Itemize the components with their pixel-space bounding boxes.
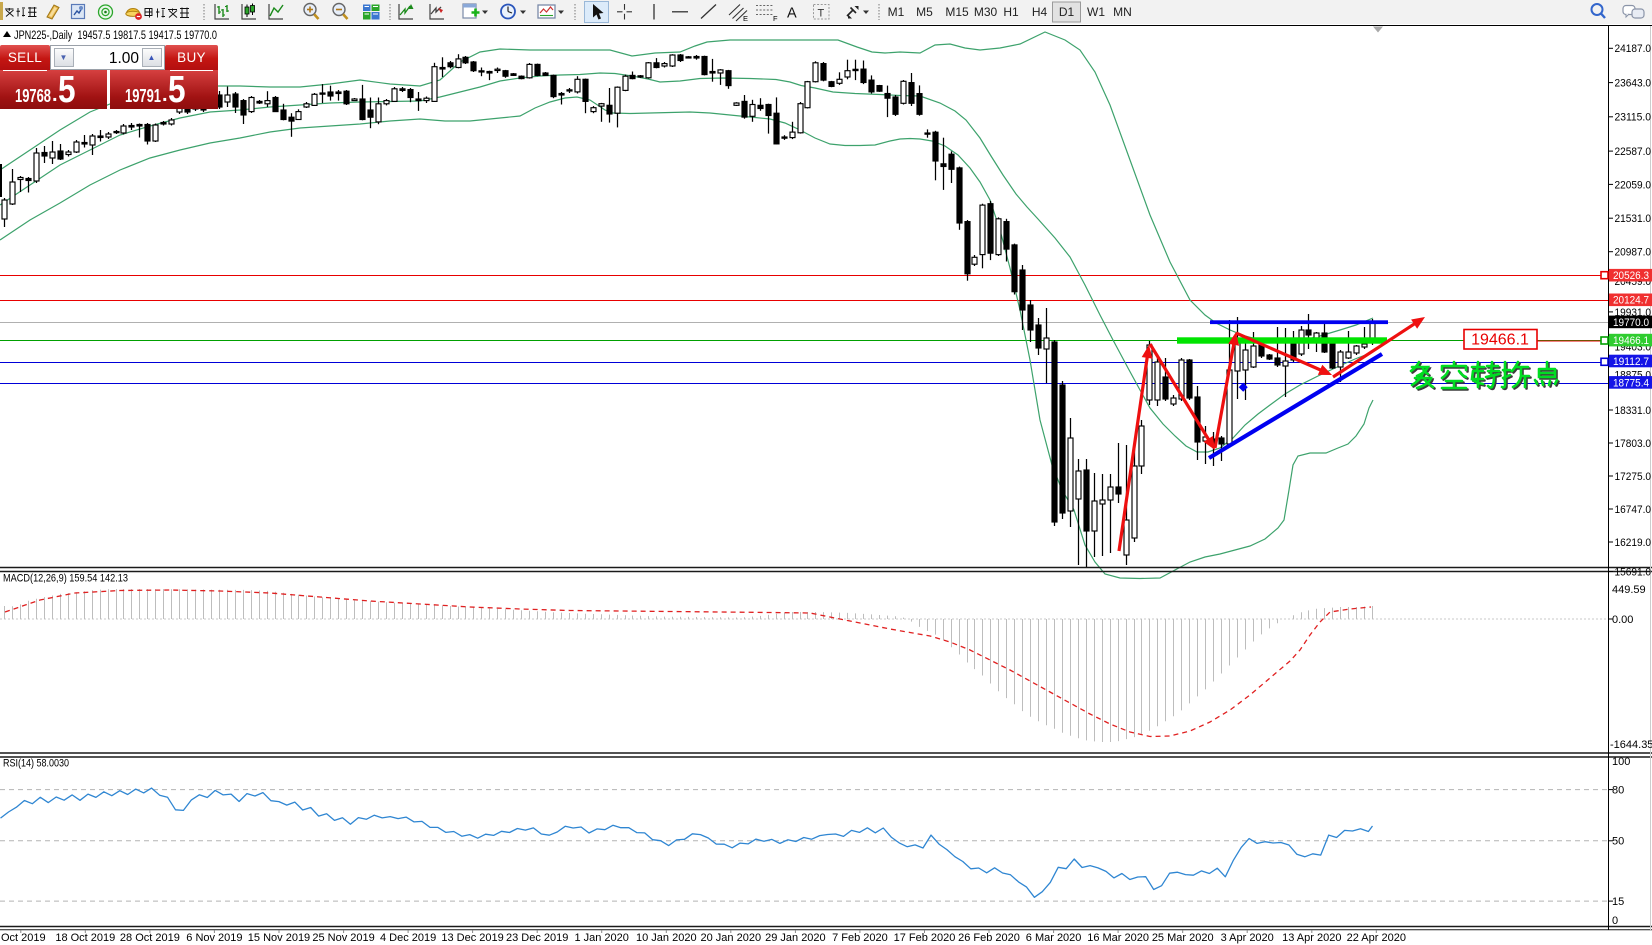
svg-text:23 Dec 2019: 23 Dec 2019	[506, 932, 568, 944]
svg-text:RSI(14) 58.0030: RSI(14) 58.0030	[3, 758, 69, 770]
svg-text:0.00: 0.00	[1612, 614, 1633, 626]
svg-text:24187.0: 24187.0	[1615, 43, 1652, 55]
svg-text:20124.7: 20124.7	[1613, 295, 1649, 307]
svg-text:22059.0: 22059.0	[1615, 179, 1652, 191]
svg-text:6 Nov 2019: 6 Nov 2019	[186, 932, 242, 944]
svg-text:D1: D1	[1059, 5, 1075, 19]
svg-text:W1: W1	[1087, 5, 1105, 19]
svg-text:449.59: 449.59	[1612, 584, 1646, 596]
svg-text:-1644.35: -1644.35	[1610, 739, 1652, 751]
svg-text:15: 15	[1612, 896, 1624, 908]
svg-text:4 Dec 2019: 4 Dec 2019	[380, 932, 436, 944]
svg-text:F: F	[773, 14, 778, 23]
svg-text:16 Mar 2020: 16 Mar 2020	[1087, 932, 1149, 944]
svg-text:20 Jan 2020: 20 Jan 2020	[701, 932, 762, 944]
svg-text:Oct 2019: Oct 2019	[1, 932, 46, 944]
svg-text:25 Nov 2019: 25 Nov 2019	[312, 932, 374, 944]
svg-text:20526.3: 20526.3	[1613, 270, 1649, 282]
svg-text:23643.0: 23643.0	[1615, 78, 1652, 90]
svg-text:50: 50	[1612, 836, 1624, 848]
svg-text:13 Dec 2019: 13 Dec 2019	[441, 932, 503, 944]
svg-text:80: 80	[1612, 784, 1624, 796]
svg-text:10 Jan 2020: 10 Jan 2020	[636, 932, 697, 944]
svg-text:M5: M5	[916, 5, 933, 19]
svg-text:20987.0: 20987.0	[1615, 247, 1652, 259]
svg-text:18775.4: 18775.4	[1613, 377, 1649, 389]
svg-text:29 Jan 2020: 29 Jan 2020	[765, 932, 826, 944]
svg-text:18 Oct 2019: 18 Oct 2019	[55, 932, 115, 944]
svg-text:0: 0	[1612, 915, 1618, 927]
svg-text:19770.0: 19770.0	[1613, 317, 1649, 329]
svg-text:1 Jan 2020: 1 Jan 2020	[574, 932, 628, 944]
svg-text:13 Apr 2020: 13 Apr 2020	[1282, 932, 1341, 944]
svg-text:19466.1: 19466.1	[1471, 332, 1529, 349]
svg-text:26 Feb 2020: 26 Feb 2020	[958, 932, 1020, 944]
svg-text:17803.0: 17803.0	[1615, 438, 1652, 450]
svg-text:17275.0: 17275.0	[1615, 471, 1652, 483]
svg-text:T: T	[818, 8, 825, 20]
svg-text:H4: H4	[1032, 5, 1048, 19]
svg-text:17 Feb 2020: 17 Feb 2020	[894, 932, 956, 944]
svg-text:M1: M1	[888, 5, 905, 19]
svg-text:H1: H1	[1003, 5, 1019, 19]
svg-text:JPN225-,Daily 19457.5 19817.5: JPN225-,Daily 19457.5 19817.5 19417.5 19…	[14, 28, 217, 42]
svg-text:22 Apr 2020: 22 Apr 2020	[1347, 932, 1406, 944]
svg-text:21531.0: 21531.0	[1615, 213, 1652, 225]
svg-text:M15: M15	[945, 5, 969, 19]
svg-text:22587.0: 22587.0	[1615, 146, 1652, 158]
svg-text:16747.0: 16747.0	[1615, 504, 1652, 516]
svg-text:25 Mar 2020: 25 Mar 2020	[1152, 932, 1214, 944]
svg-text:M30: M30	[974, 5, 998, 19]
svg-text:A: A	[787, 6, 797, 22]
svg-text:15 Nov 2019: 15 Nov 2019	[248, 932, 310, 944]
svg-text:28 Oct 2019: 28 Oct 2019	[120, 932, 180, 944]
svg-text:16219.0: 16219.0	[1615, 537, 1652, 549]
svg-text:19112.7: 19112.7	[1613, 356, 1649, 368]
svg-text:100: 100	[1612, 756, 1630, 768]
svg-text:3 Apr 2020: 3 Apr 2020	[1221, 932, 1274, 944]
svg-text:23115.0: 23115.0	[1615, 112, 1652, 124]
svg-text:MN: MN	[1113, 5, 1132, 19]
svg-text:6 Mar 2020: 6 Mar 2020	[1026, 932, 1082, 944]
svg-text:7 Feb 2020: 7 Feb 2020	[832, 932, 888, 944]
svg-text:E: E	[743, 14, 748, 23]
svg-text:MACD(12,26,9) 159.54 142.13: MACD(12,26,9) 159.54 142.13	[3, 573, 128, 585]
svg-text:15691.0: 15691.0	[1615, 566, 1652, 578]
svg-text:19466.1: 19466.1	[1613, 335, 1649, 347]
svg-text:18331.0: 18331.0	[1615, 405, 1652, 417]
